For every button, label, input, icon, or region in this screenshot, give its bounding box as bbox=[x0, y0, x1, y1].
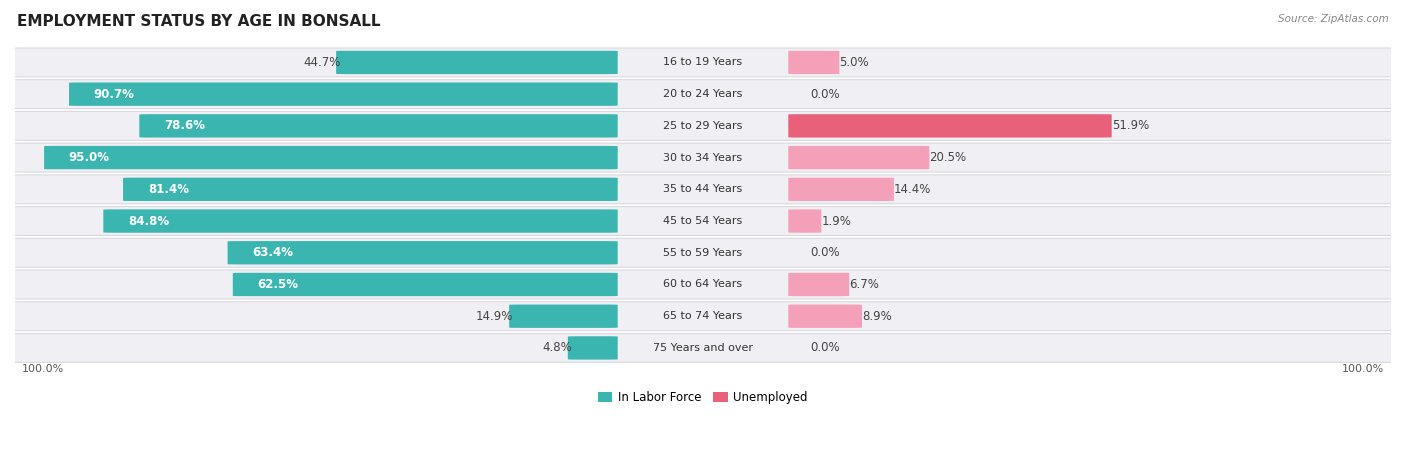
Text: 90.7%: 90.7% bbox=[94, 87, 135, 101]
Text: 20.5%: 20.5% bbox=[929, 151, 966, 164]
FancyBboxPatch shape bbox=[789, 273, 849, 296]
Text: 78.6%: 78.6% bbox=[165, 120, 205, 133]
Text: 51.9%: 51.9% bbox=[1112, 120, 1149, 133]
Text: 44.7%: 44.7% bbox=[302, 56, 340, 69]
Text: Source: ZipAtlas.com: Source: ZipAtlas.com bbox=[1278, 14, 1389, 23]
Text: 81.4%: 81.4% bbox=[148, 183, 188, 196]
Legend: In Labor Force, Unemployed: In Labor Force, Unemployed bbox=[593, 386, 813, 409]
Text: 5.0%: 5.0% bbox=[839, 56, 869, 69]
FancyBboxPatch shape bbox=[44, 146, 617, 169]
Text: 0.0%: 0.0% bbox=[810, 341, 839, 354]
FancyBboxPatch shape bbox=[509, 304, 617, 328]
FancyBboxPatch shape bbox=[789, 146, 929, 169]
Text: 14.9%: 14.9% bbox=[475, 310, 513, 323]
FancyBboxPatch shape bbox=[124, 178, 617, 201]
FancyBboxPatch shape bbox=[1, 175, 1405, 204]
Text: EMPLOYMENT STATUS BY AGE IN BONSALL: EMPLOYMENT STATUS BY AGE IN BONSALL bbox=[17, 14, 381, 28]
FancyBboxPatch shape bbox=[1, 302, 1405, 331]
FancyBboxPatch shape bbox=[1, 111, 1405, 140]
FancyBboxPatch shape bbox=[233, 273, 617, 296]
Text: 65 to 74 Years: 65 to 74 Years bbox=[664, 311, 742, 321]
Text: 1.9%: 1.9% bbox=[821, 215, 851, 228]
Text: 25 to 29 Years: 25 to 29 Years bbox=[664, 121, 742, 131]
FancyBboxPatch shape bbox=[789, 51, 839, 74]
Text: 60 to 64 Years: 60 to 64 Years bbox=[664, 280, 742, 290]
Text: 30 to 34 Years: 30 to 34 Years bbox=[664, 152, 742, 163]
Text: 95.0%: 95.0% bbox=[69, 151, 110, 164]
FancyBboxPatch shape bbox=[1, 207, 1405, 235]
FancyBboxPatch shape bbox=[1, 80, 1405, 109]
Text: 35 to 44 Years: 35 to 44 Years bbox=[664, 184, 742, 194]
Text: 100.0%: 100.0% bbox=[1341, 364, 1384, 374]
FancyBboxPatch shape bbox=[1, 143, 1405, 172]
Text: 6.7%: 6.7% bbox=[849, 278, 879, 291]
FancyBboxPatch shape bbox=[139, 114, 617, 138]
FancyBboxPatch shape bbox=[103, 209, 617, 233]
FancyBboxPatch shape bbox=[1, 48, 1405, 77]
Text: 0.0%: 0.0% bbox=[810, 246, 839, 259]
Text: 8.9%: 8.9% bbox=[862, 310, 891, 323]
FancyBboxPatch shape bbox=[1, 333, 1405, 362]
FancyBboxPatch shape bbox=[789, 114, 1112, 138]
FancyBboxPatch shape bbox=[789, 178, 894, 201]
Text: 14.4%: 14.4% bbox=[894, 183, 931, 196]
FancyBboxPatch shape bbox=[1, 270, 1405, 299]
FancyBboxPatch shape bbox=[568, 336, 617, 359]
FancyBboxPatch shape bbox=[69, 83, 617, 106]
FancyBboxPatch shape bbox=[1, 238, 1405, 267]
FancyBboxPatch shape bbox=[228, 241, 617, 264]
Text: 55 to 59 Years: 55 to 59 Years bbox=[664, 248, 742, 258]
Text: 62.5%: 62.5% bbox=[257, 278, 298, 291]
Text: 20 to 24 Years: 20 to 24 Years bbox=[664, 89, 742, 99]
Text: 63.4%: 63.4% bbox=[252, 246, 294, 259]
FancyBboxPatch shape bbox=[789, 304, 862, 328]
Text: 45 to 54 Years: 45 to 54 Years bbox=[664, 216, 742, 226]
Text: 16 to 19 Years: 16 to 19 Years bbox=[664, 57, 742, 68]
Text: 100.0%: 100.0% bbox=[22, 364, 65, 374]
FancyBboxPatch shape bbox=[789, 209, 821, 233]
Text: 75 Years and over: 75 Years and over bbox=[652, 343, 754, 353]
Text: 4.8%: 4.8% bbox=[543, 341, 572, 354]
Text: 0.0%: 0.0% bbox=[810, 87, 839, 101]
FancyBboxPatch shape bbox=[336, 51, 617, 74]
Text: 84.8%: 84.8% bbox=[128, 215, 169, 228]
